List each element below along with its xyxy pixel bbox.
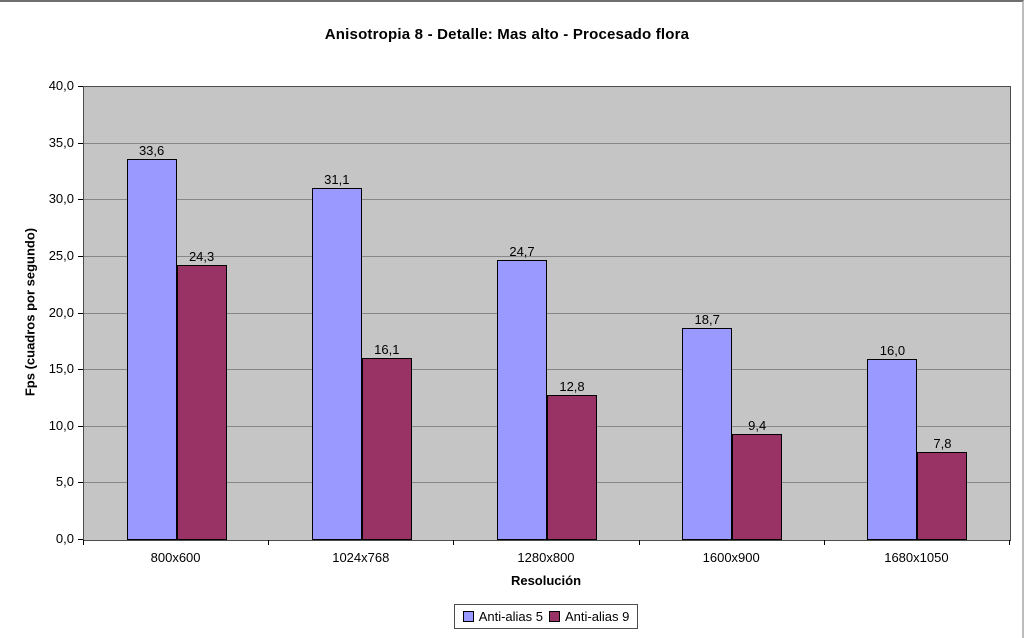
y-tick-label: 15,0 [48, 361, 74, 377]
legend-container: Anti-alias 5 Anti-alias 9 [83, 604, 1009, 629]
bar-group: 18,7 9,4 [640, 87, 825, 540]
x-axis-title: Resolución [510, 573, 582, 588]
bar-anti-alias-9: 7,8 [917, 436, 968, 540]
x-tick-mark [268, 540, 270, 545]
y-tick-label: 40,0 [48, 78, 74, 93]
bar-anti-alias-5: 16,0 [867, 343, 918, 540]
bar-group: 24,7 12,8 [454, 87, 639, 540]
y-tick-mark [78, 425, 84, 427]
gridline [84, 199, 1010, 201]
bar-group: 31,1 16,1 [269, 87, 454, 540]
bar-groups: 33,6 24,3 31,1 16,1 24,7 12,8 18,7 9,4 16,0 7,8 [84, 87, 1010, 540]
y-tick-label: 10,0 [48, 417, 74, 433]
x-category-label: 1024x768 [332, 550, 390, 565]
bar-anti-alias-9: 12,8 [547, 379, 597, 540]
x-tick-mark [638, 540, 640, 545]
y-tick-label: 20,0 [48, 304, 74, 320]
data-label: 12,8 [559, 379, 585, 395]
x-category-label: 1680x1050 [884, 550, 949, 565]
legend-swatch-icon [549, 611, 560, 622]
data-label: 24,7 [509, 244, 535, 260]
gridline [84, 255, 1010, 257]
x-category-label: 1280x800 [517, 550, 575, 565]
legend: Anti-alias 5 Anti-alias 9 [453, 604, 639, 629]
legend-item: Anti-alias 5 [462, 609, 543, 624]
y-tick-mark [78, 539, 84, 540]
y-tick-mark [78, 482, 84, 484]
data-label: 7,8 [933, 435, 952, 451]
y-tick-mark [78, 255, 84, 257]
bar-group: 16,0 7,8 [825, 87, 1010, 540]
bar-anti-alias-5: 18,7 [682, 312, 733, 540]
gridline [84, 142, 1010, 144]
y-tick-label: 25,0 [48, 247, 74, 263]
bar-anti-alias-5: 24,7 [497, 244, 547, 540]
legend-item: Anti-alias 9 [549, 609, 629, 624]
y-tick-label: 35,0 [48, 134, 74, 150]
x-tick-mark [823, 540, 825, 545]
x-tick-mark [83, 540, 84, 545]
bar-group: 33,6 24,3 [84, 87, 269, 540]
y-tick-mark [78, 369, 84, 371]
gridline [84, 312, 1010, 314]
bar-anti-alias-9: 24,3 [176, 249, 227, 540]
gridline [84, 369, 1010, 371]
data-label: 9,4 [748, 417, 767, 433]
data-label: 31,1 [324, 171, 350, 187]
x-category-label: 1600x900 [702, 550, 760, 565]
x-category-label: 800x600 [150, 550, 201, 565]
bar-anti-alias-5: 33,6 [126, 143, 177, 540]
legend-label: Anti-alias 9 [565, 609, 630, 624]
data-label: 16,0 [879, 342, 906, 358]
chart-title: Anisotropia 8 - Detalle: Mas alto - Proc… [324, 26, 690, 43]
data-label: 33,6 [138, 143, 165, 159]
x-tick-mark [1009, 540, 1010, 545]
data-label: 16,1 [374, 341, 400, 357]
y-tick-label: 30,0 [48, 191, 74, 207]
bar-anti-alias-5: 31,1 [311, 172, 362, 540]
bar-anti-alias-9: 16,1 [361, 342, 412, 540]
bar-anti-alias-9: 9,4 [732, 418, 783, 540]
data-label: 18,7 [694, 312, 720, 328]
legend-swatch-icon [462, 611, 474, 622]
y-tick-label: 5,0 [55, 474, 74, 490]
y-tick-mark [78, 312, 84, 314]
y-tick-mark [78, 86, 84, 87]
y-tick-label: 0,0 [55, 531, 74, 546]
data-label: 24,3 [188, 248, 215, 264]
y-tick-mark [78, 199, 84, 201]
legend-label: Anti-alias 5 [478, 609, 543, 624]
plot-area: 33,6 24,3 31,1 16,1 24,7 12,8 18,7 9,4 16,0 7,8 [83, 86, 1011, 541]
x-tick-mark [453, 540, 455, 545]
y-tick-mark [78, 142, 84, 144]
